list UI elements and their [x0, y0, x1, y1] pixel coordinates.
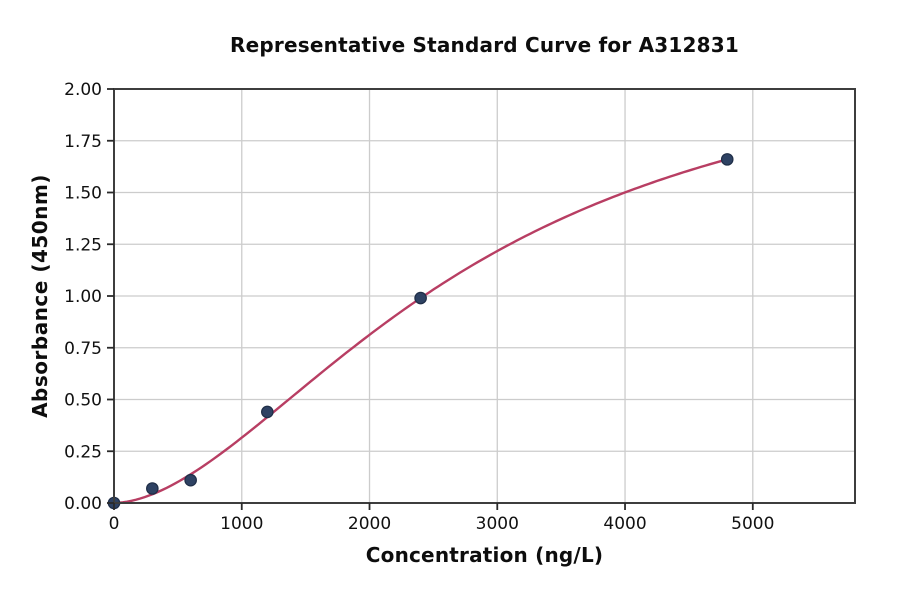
- x-tick-label: 4000: [603, 514, 646, 534]
- y-tick-label: 1.50: [64, 184, 102, 204]
- x-tick-label: 3000: [476, 514, 519, 534]
- x-axis-label: Concentration (ng/L): [365, 543, 604, 567]
- data-point: [414, 291, 427, 305]
- y-tick-label: 0.75: [64, 339, 102, 359]
- data-point: [720, 153, 734, 166]
- x-tick-label: 2000: [348, 514, 391, 534]
- y-tick-label: 1.75: [64, 132, 102, 152]
- y-tick-label: 2.00: [64, 80, 102, 100]
- data-point: [184, 473, 197, 487]
- x-tick-label: 1000: [220, 514, 263, 534]
- chart-title: Representative Standard Curve for A31283…: [230, 33, 739, 57]
- y-tick-label: 1.00: [64, 287, 102, 307]
- y-tick-label: 0.00: [64, 494, 102, 514]
- y-tick-label: 0.25: [64, 442, 102, 462]
- data-point: [146, 482, 159, 495]
- x-tick-label: 5000: [731, 514, 774, 534]
- y-tick-label: 1.25: [64, 235, 102, 255]
- data-point: [261, 405, 274, 419]
- y-tick-label: 0.50: [64, 391, 102, 411]
- x-tick-label: 0: [109, 514, 120, 534]
